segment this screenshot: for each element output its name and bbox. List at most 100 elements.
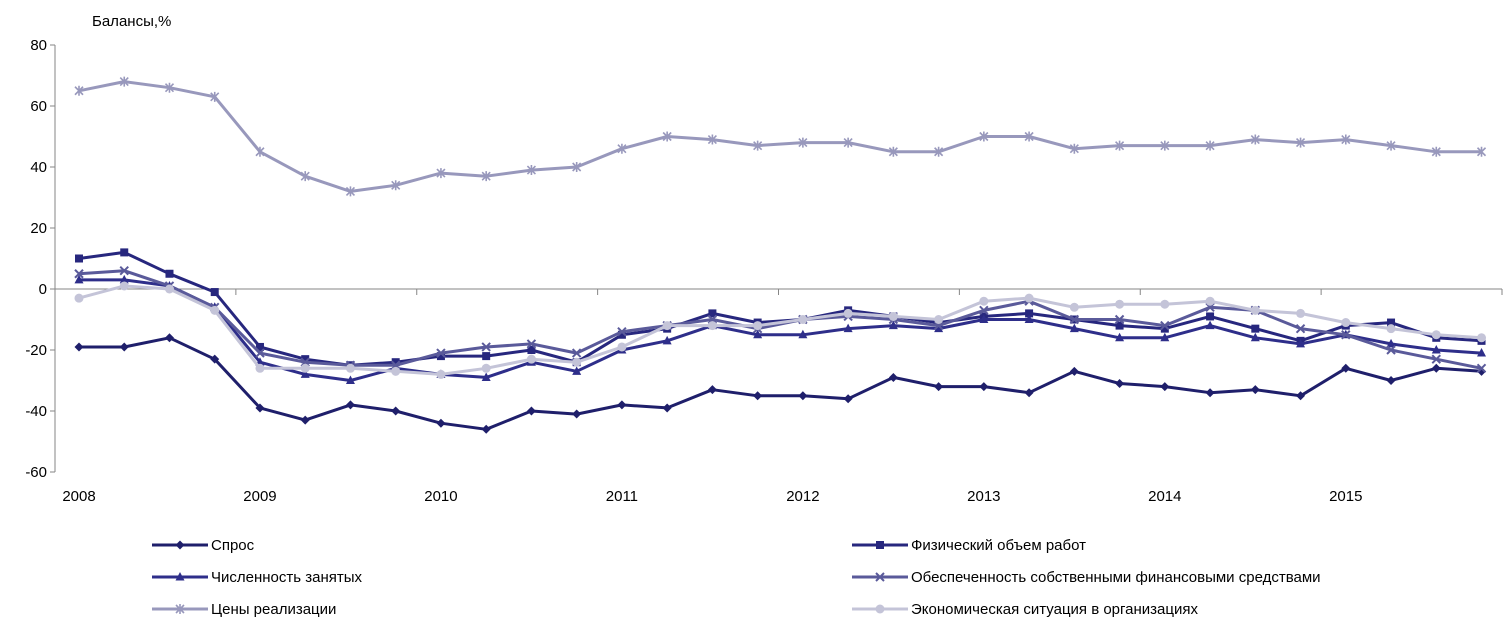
data-point [164, 284, 174, 294]
data-point [210, 305, 220, 315]
legend-marker [875, 604, 885, 614]
data-point [1476, 363, 1487, 374]
data-point [1160, 324, 1169, 333]
x-tick-label: 2015 [1329, 488, 1362, 505]
series-line [78, 80, 1482, 193]
data-point [843, 323, 853, 333]
data-point [300, 369, 310, 378]
data-point [255, 342, 264, 351]
data-point [662, 335, 672, 345]
data-point [979, 382, 989, 392]
data-point [1114, 314, 1125, 325]
legend-label: Численность занятых [211, 569, 363, 586]
data-point [120, 248, 129, 257]
y-axis-label: Балансы,% [92, 13, 171, 30]
data-point [1115, 299, 1125, 309]
legend-label: Экономическая ситуация в организациях [911, 601, 1198, 618]
data-point [888, 372, 898, 382]
data-point [888, 320, 898, 330]
data-point [526, 339, 537, 349]
data-point [662, 131, 672, 142]
data-point [662, 403, 672, 413]
data-point [481, 372, 491, 381]
data-point [1025, 309, 1034, 318]
data-point [345, 400, 355, 410]
x-tick-label: 2014 [1148, 488, 1181, 505]
data-point [572, 409, 582, 419]
legend-marker [875, 572, 885, 582]
data-point [1341, 318, 1351, 328]
legend-item: Экономическая ситуация в организациях [852, 601, 1198, 618]
data-point [1160, 320, 1170, 331]
data-point [1115, 332, 1125, 342]
x-axis: 2008 2009 2010 2011 2012 2013 2014 2015 [54, 288, 1503, 505]
data-point [1024, 388, 1034, 398]
data-point [1387, 318, 1396, 327]
data-point [1115, 321, 1124, 330]
data-point [165, 269, 174, 278]
x-tick-label: 2011 [606, 488, 638, 505]
data-point [1160, 332, 1170, 342]
data-point [1250, 305, 1260, 315]
data-point [1431, 345, 1441, 354]
data-point [798, 391, 808, 401]
y-tick-label: 60 [30, 98, 47, 115]
data-point [74, 293, 84, 303]
legend-item: Цены реализации [152, 601, 336, 618]
data-point [1251, 324, 1260, 333]
data-point [934, 382, 944, 392]
data-point [436, 418, 446, 428]
data-point [707, 385, 717, 395]
data-point [1431, 363, 1441, 373]
series-1 [75, 248, 1486, 370]
y-tick-label: 0 [39, 281, 47, 298]
data-point [1205, 296, 1215, 306]
data-point [572, 162, 582, 172]
legend-marker [175, 540, 185, 550]
data-point [1160, 299, 1170, 309]
legend-marker [876, 541, 884, 549]
data-point [210, 354, 220, 364]
data-point [164, 333, 174, 343]
series-3 [74, 265, 1487, 374]
x-tick-label: 2012 [786, 488, 819, 505]
data-point [526, 165, 536, 176]
x-tick-label: 2013 [967, 488, 1000, 505]
data-point [345, 363, 355, 373]
data-point [301, 355, 310, 364]
data-point [1386, 376, 1396, 385]
data-point [1341, 330, 1351, 340]
data-point [1386, 345, 1396, 355]
data-point [572, 357, 582, 367]
data-point [662, 321, 672, 331]
legend: Спрос Физический объем работ Численность з… [152, 537, 1321, 618]
data-point [436, 369, 446, 379]
data-point [1205, 388, 1215, 398]
data-point [753, 391, 763, 401]
y-tick-label: -20 [25, 342, 47, 359]
data-point [934, 146, 944, 157]
data-point [617, 330, 626, 339]
data-point [1205, 320, 1215, 330]
data-point [255, 403, 265, 413]
y-axis: 80 60 40 20 0 -20 -40 -60 [25, 37, 56, 481]
data-point [391, 358, 400, 367]
data-point [255, 363, 265, 373]
data-point [481, 342, 491, 352]
data-point [481, 171, 491, 182]
data-point [119, 265, 129, 276]
data-point [1115, 379, 1125, 389]
data-point [753, 329, 763, 339]
data-point [979, 305, 989, 316]
data-point [753, 140, 763, 151]
data-point [1069, 302, 1079, 312]
data-point [934, 323, 944, 333]
legend-item: Обеспеченность собственными финансовыми … [852, 569, 1321, 586]
data-point [164, 82, 175, 93]
data-point [210, 288, 219, 297]
data-point [1476, 146, 1487, 157]
data-point [1024, 293, 1034, 303]
data-point [1386, 324, 1396, 334]
legend-marker [175, 604, 185, 614]
legend-label: Обеспеченность собственными финансовыми … [911, 569, 1321, 586]
